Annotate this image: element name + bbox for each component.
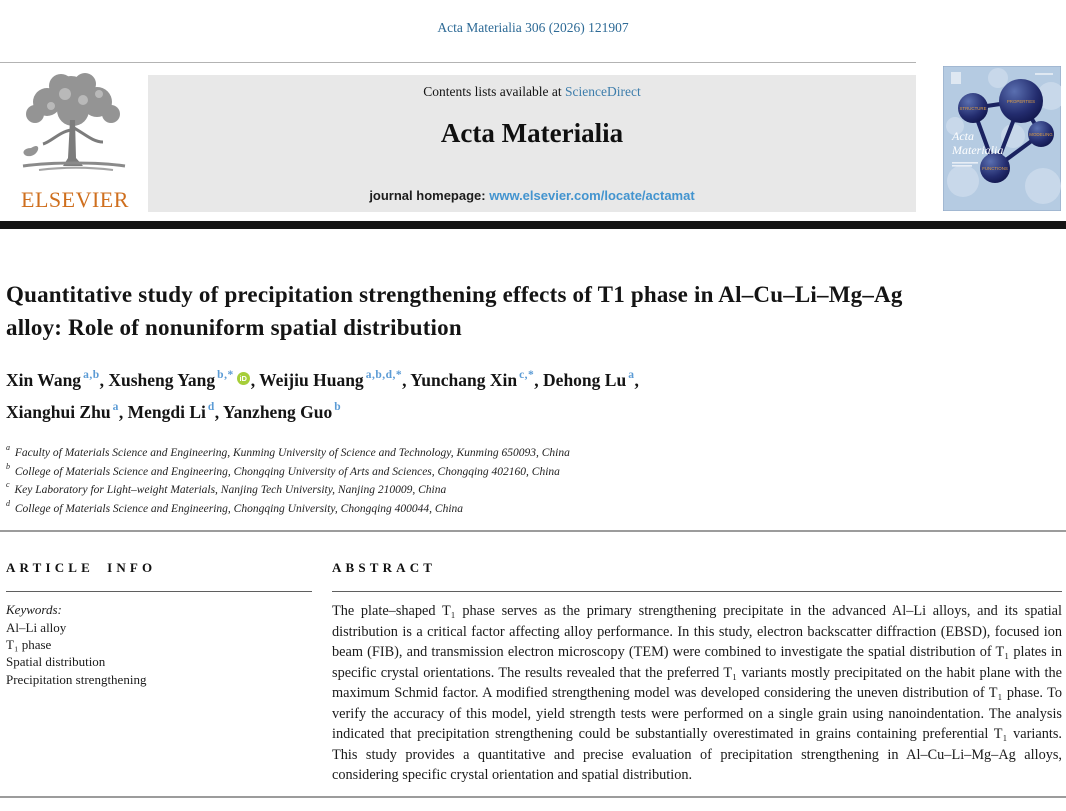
homepage-line: journal homepage: www.elsevier.com/locat… [148, 188, 916, 203]
article-info-heading: ARTICLE INFO [6, 560, 157, 575]
header-thick-rule [0, 221, 1066, 229]
affiliation: b College of Materials Science and Engin… [6, 461, 560, 478]
abstract-column: ABSTRACT The plate–shaped T₁ phase serve… [332, 560, 1062, 786]
affiliation-list: a Faculty of Materials Science and Engin… [6, 442, 1006, 517]
section-divider-top [0, 530, 1066, 532]
elsevier-logo[interactable]: ELSEVIER [6, 70, 144, 213]
cover-publisher-mark [951, 72, 961, 84]
author-affiliation-superscript: a,b [83, 369, 100, 381]
keyword: Al–Li alloy [6, 620, 67, 635]
cover-label-properties: PROPERTIES [1007, 99, 1035, 104]
cover-label-functions: FUNCTIONS [982, 166, 1008, 171]
author-name: Mengdi Li [127, 401, 206, 422]
keyword: Precipitation strengthening [6, 671, 147, 687]
keyword: T₁ phase [6, 637, 52, 653]
affiliation: a Faculty of Materials Science and Engin… [6, 443, 570, 459]
keywords-list: Al–Li alloy T₁ phase Spatial distribution P… [6, 619, 312, 688]
contents-prefix: Contents lists available at [423, 84, 565, 99]
author-name: Weijiu Huang [259, 369, 364, 390]
author-affiliation-superscript: a [628, 369, 635, 381]
elsevier-tree-icon [22, 73, 126, 171]
cover-journal-name-line2: Materialia [951, 143, 1003, 157]
running-head-citation: Acta Materialia 306 (2026) 121907 [437, 20, 629, 35]
author-list: Xin Wang a,b, Xusheng Yang b,* iD, Weijiu H… [6, 369, 639, 422]
abstract-heading: ABSTRACT [332, 560, 437, 575]
cover-label-modeling: MODELING [1029, 132, 1053, 137]
section-divider-bottom [0, 796, 1066, 798]
header-top-divider [0, 62, 916, 63]
author: Xin Wang a,b [6, 369, 100, 390]
article-info-rule [6, 591, 312, 592]
journal-name: Acta Materialia [440, 118, 624, 148]
cover-label-structure: STRUCTURE [959, 106, 986, 111]
author: Yunchang Xin c,* [410, 369, 535, 390]
affiliation: d College of Materials Science and Engin… [6, 498, 464, 515]
author-affiliation-superscript: a [112, 400, 119, 413]
cover-sphere-structure [958, 93, 988, 123]
article-info-column: ARTICLE INFO Keywords: Al–Li alloy T₁ pha… [6, 560, 312, 688]
abstract-rule [332, 591, 1062, 592]
orcid-icon[interactable]: iD [236, 372, 250, 386]
author-name: Yanzheng Guo [222, 401, 333, 422]
affiliation-superscript: b [6, 461, 10, 471]
keywords-label: Keywords: [6, 602, 62, 617]
cover-sphere-modeling [1028, 121, 1054, 147]
author: Mengdi Li d [127, 400, 215, 422]
author: Xianghui Zhu a [6, 400, 119, 422]
author: Weijiu Huang a,b,d,* [259, 369, 403, 390]
author-affiliation-superscript: b,* [217, 369, 234, 381]
affiliation-superscript: a [6, 443, 10, 452]
author: Xusheng Yang b,* iD [108, 369, 250, 390]
affiliation: c Key Laboratory for Light–weight Materi… [6, 480, 447, 497]
article-title: Quantitative study of precipitation stre… [6, 282, 903, 340]
cover-sphere-functions [980, 153, 1010, 183]
abstract-text: The plate–shaped T₁ phase serves as the … [332, 603, 1062, 783]
author-affiliation-superscript: a,b,d,* [365, 369, 403, 381]
author: Dehong Lu a [543, 369, 635, 390]
cover-link-lines [971, 99, 1043, 170]
elsevier-wordmark: ELSEVIER [21, 187, 129, 212]
homepage-prefix: journal homepage: [369, 188, 490, 203]
cover-journal-name-line1: Acta [951, 129, 974, 143]
author-name: Xianghui Zhu [6, 401, 111, 422]
author-affiliation-superscript: c,* [519, 369, 535, 381]
author-affiliation-superscript: b [334, 400, 342, 413]
author-affiliation-superscript: d [207, 400, 215, 413]
author-name: Yunchang Xin [410, 369, 518, 390]
author-name: Xusheng Yang [108, 369, 216, 390]
journal-homepage-link[interactable]: www.elsevier.com/locate/actamat [489, 188, 695, 203]
author-name: Xin Wang [6, 369, 82, 390]
keyword: Spatial distribution [6, 654, 106, 670]
contents-line: Contents lists available at ScienceDirec… [148, 84, 916, 100]
cover-sphere-properties [999, 79, 1043, 123]
journal-cover-thumbnail[interactable]: STRUCTURE PROPERTIES MODELING FUNCTIONS … [942, 65, 1065, 212]
affiliation-superscript: c [6, 480, 10, 490]
author: Yanzheng Guo b [222, 400, 342, 422]
affiliation-superscript: d [6, 498, 10, 508]
sciencedirect-link[interactable]: ScienceDirect [565, 84, 641, 99]
journal-banner: Contents lists available at ScienceDirec… [148, 75, 916, 212]
author-name: Dehong Lu [543, 369, 627, 390]
